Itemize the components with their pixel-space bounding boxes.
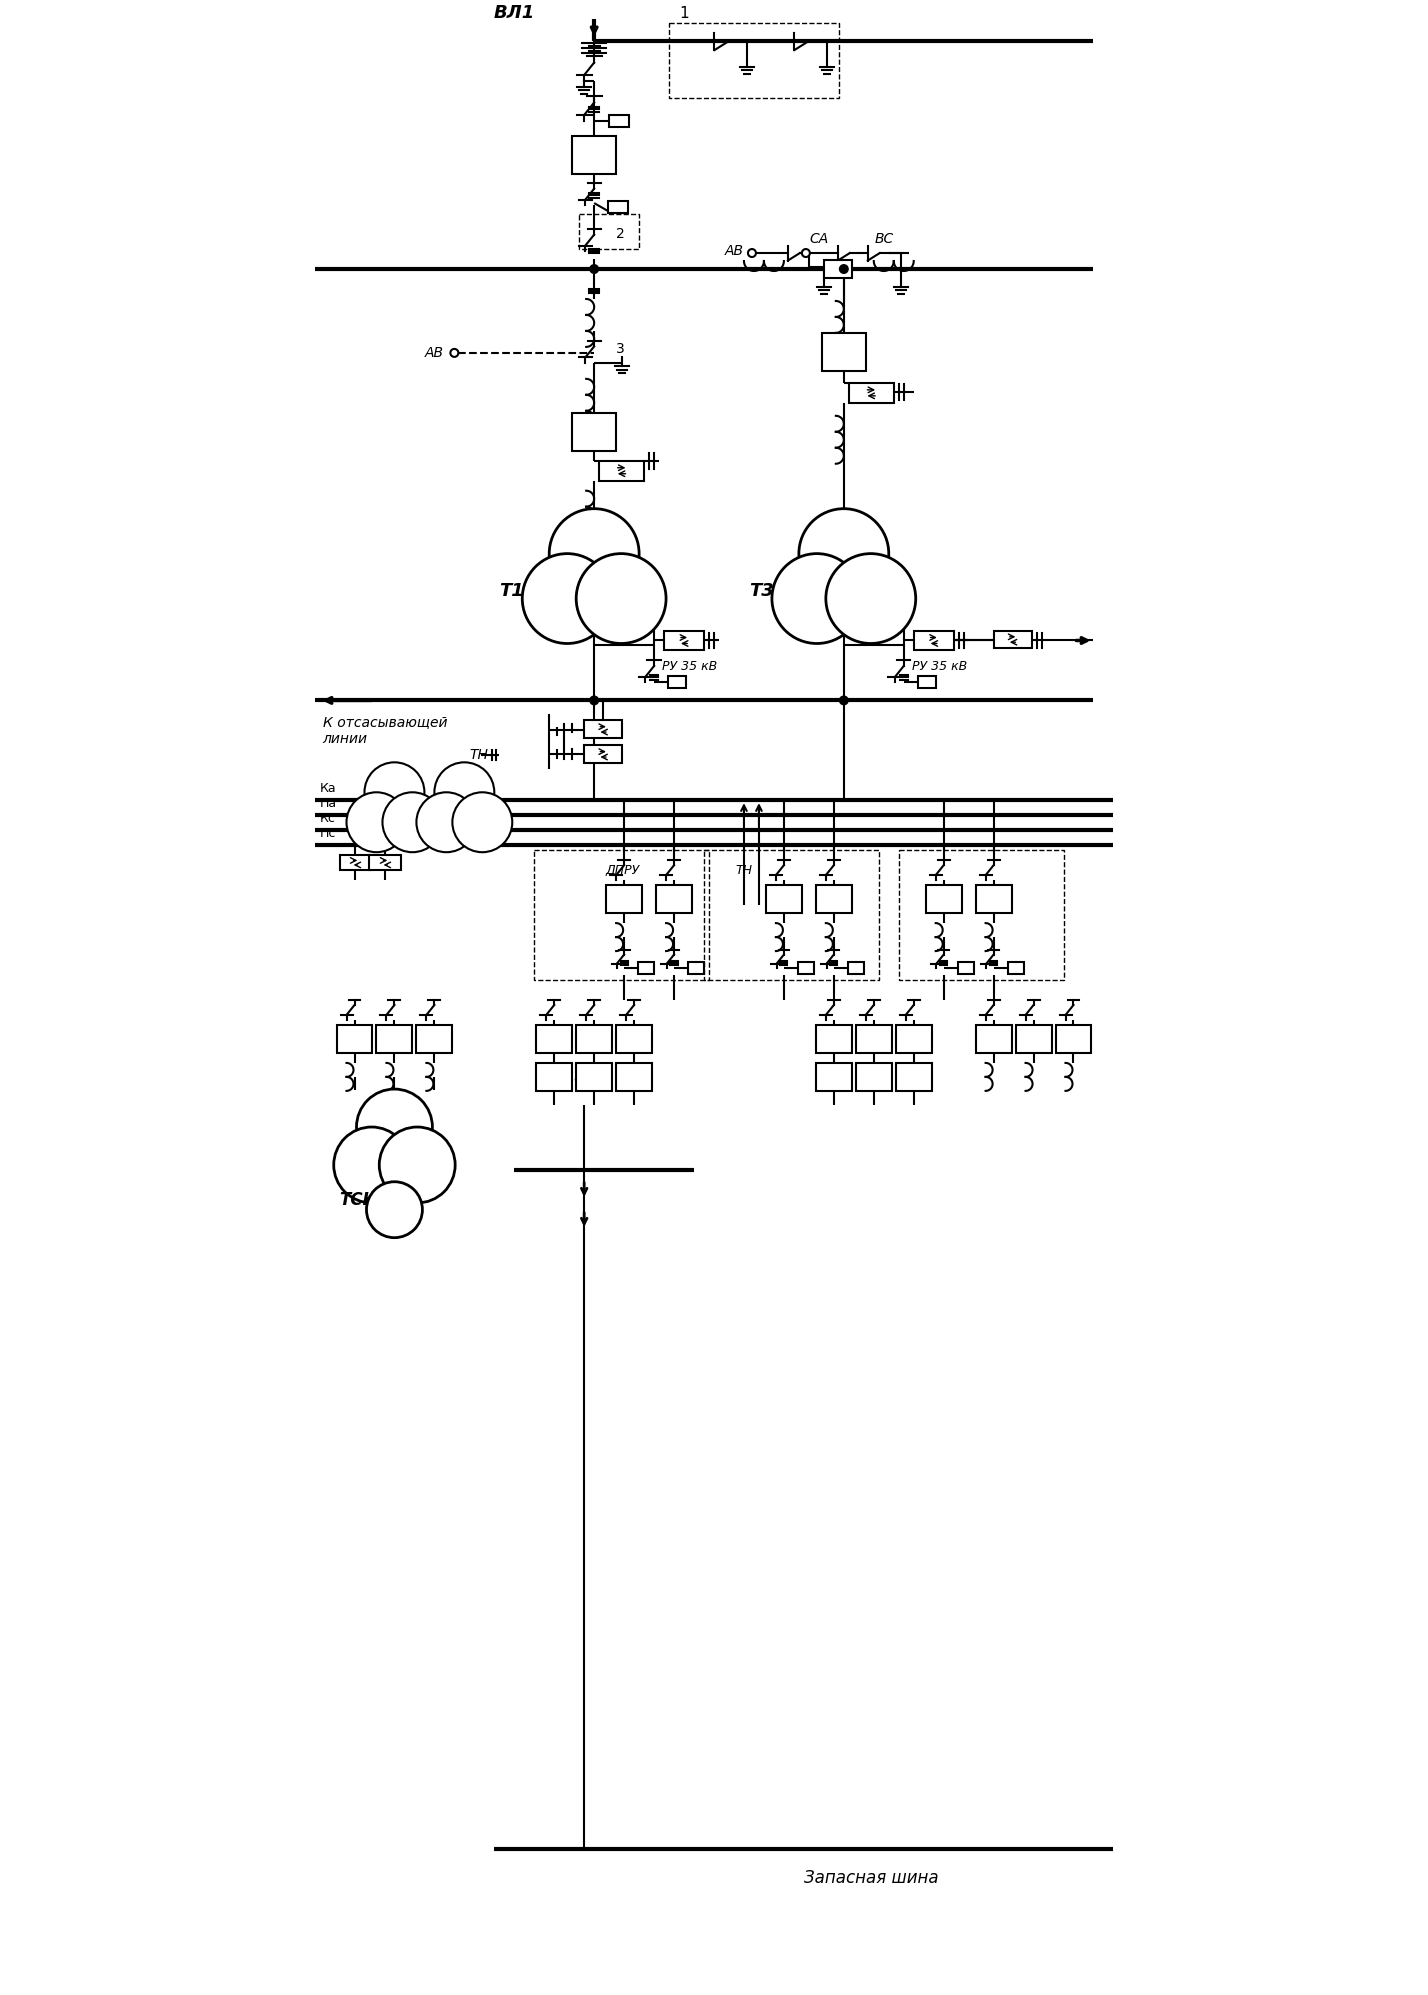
Bar — [670, 24, 838, 98]
Bar — [573, 136, 615, 174]
Bar — [704, 850, 878, 980]
Bar — [337, 1025, 373, 1053]
Text: РУ 35 кВ: РУ 35 кВ — [911, 660, 967, 674]
Text: Кс: Кс — [320, 812, 336, 826]
Text: Пс: Пс — [320, 828, 336, 840]
Bar — [994, 630, 1031, 648]
Bar — [815, 1025, 853, 1053]
Bar — [537, 1063, 573, 1091]
Text: ТН: ТН — [470, 748, 488, 762]
Bar — [895, 1025, 931, 1053]
Bar — [815, 886, 853, 914]
Bar — [958, 962, 974, 974]
Circle shape — [748, 249, 755, 257]
Text: ДПРУ: ДПРУ — [605, 864, 640, 876]
Bar — [655, 886, 693, 914]
Bar — [600, 461, 644, 481]
Circle shape — [453, 792, 513, 852]
Bar — [668, 676, 685, 688]
Bar — [765, 886, 803, 914]
Circle shape — [590, 263, 600, 273]
Text: ТСН: ТСН — [340, 1191, 377, 1209]
Circle shape — [838, 696, 848, 706]
Circle shape — [380, 1127, 456, 1203]
Bar — [895, 1063, 931, 1091]
Circle shape — [347, 792, 407, 852]
Text: В3: В3 — [874, 1073, 892, 1087]
Circle shape — [550, 509, 640, 598]
Text: ВС: ВС — [874, 231, 894, 245]
Bar — [798, 962, 814, 974]
Bar — [615, 1025, 653, 1053]
Bar — [848, 962, 864, 974]
Bar — [340, 856, 371, 870]
Text: АВ: АВ — [424, 345, 444, 359]
Circle shape — [575, 555, 665, 644]
Circle shape — [773, 555, 861, 644]
Circle shape — [357, 1089, 433, 1165]
Bar — [584, 720, 623, 738]
Text: Ка: Ка — [320, 782, 336, 796]
Bar — [605, 886, 643, 914]
Text: РУ 35 кВ: РУ 35 кВ — [663, 660, 717, 674]
Circle shape — [364, 762, 424, 822]
Bar — [824, 259, 853, 277]
Bar — [573, 413, 615, 451]
Text: ТН: ТН — [735, 864, 753, 876]
Bar — [534, 850, 710, 980]
Bar — [377, 1025, 413, 1053]
Bar — [1015, 1025, 1051, 1053]
Text: К отсасывающей
линии: К отсасывающей линии — [323, 716, 447, 746]
Text: 2: 2 — [615, 227, 625, 241]
Circle shape — [383, 792, 443, 852]
Circle shape — [434, 762, 494, 822]
Circle shape — [838, 263, 848, 273]
Bar — [1055, 1025, 1091, 1053]
Bar — [975, 1025, 1011, 1053]
Text: 3: 3 — [615, 341, 625, 355]
Bar — [608, 201, 628, 213]
Bar — [537, 1025, 573, 1053]
Bar — [848, 383, 894, 403]
Circle shape — [334, 1127, 410, 1203]
Bar — [823, 333, 865, 371]
Bar — [925, 886, 961, 914]
Bar — [975, 886, 1011, 914]
Text: СА: СА — [810, 231, 828, 245]
Bar — [898, 850, 1064, 980]
Bar — [855, 1063, 891, 1091]
Bar — [918, 676, 935, 688]
Bar — [610, 116, 630, 128]
Circle shape — [417, 792, 477, 852]
Text: Ф1: Ф1 — [574, 1073, 594, 1087]
Bar — [575, 1025, 613, 1053]
Circle shape — [798, 509, 888, 598]
Text: ВЛ1: ВЛ1 — [494, 4, 536, 22]
Text: Т3: Т3 — [748, 583, 774, 600]
Bar — [370, 856, 401, 870]
Bar — [615, 1063, 653, 1091]
Text: Запасная шина: Запасная шина — [804, 1869, 938, 1887]
Bar — [688, 962, 704, 974]
Bar — [580, 213, 640, 249]
Bar — [815, 1063, 853, 1091]
Circle shape — [803, 249, 810, 257]
Circle shape — [590, 696, 600, 706]
Bar — [914, 630, 954, 650]
Bar — [1008, 962, 1024, 974]
Circle shape — [523, 555, 613, 644]
Bar — [584, 746, 623, 764]
Circle shape — [825, 555, 915, 644]
Text: Па: Па — [320, 798, 337, 810]
Text: Т1: Т1 — [500, 583, 524, 600]
Bar — [664, 630, 704, 650]
Text: АВ: АВ — [725, 243, 744, 257]
Bar — [638, 962, 654, 974]
Circle shape — [450, 349, 458, 357]
Bar — [855, 1025, 891, 1053]
Bar — [575, 1063, 613, 1091]
Circle shape — [367, 1181, 423, 1237]
Bar — [417, 1025, 453, 1053]
Text: 1: 1 — [680, 6, 688, 20]
